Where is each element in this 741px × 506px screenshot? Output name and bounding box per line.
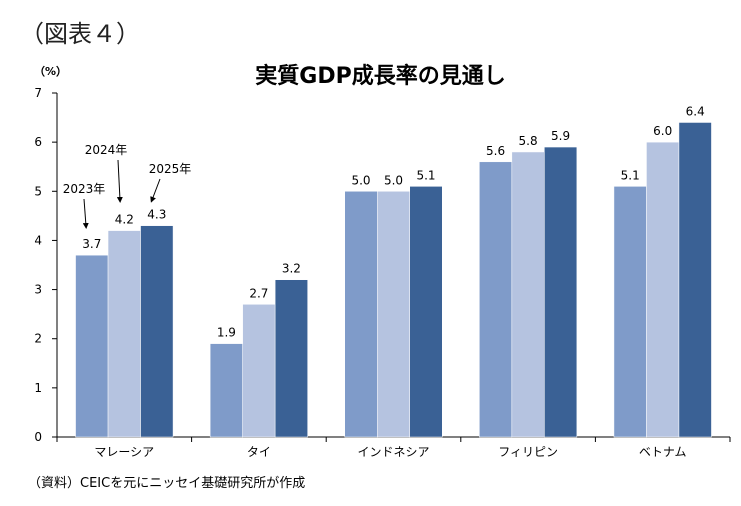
chart-title: 実質GDP成長率の見通し [255, 64, 506, 89]
chart-data-labels: 3.7 1.9 5.0 5.6 5.1 4.2 2.7 5.0 5.8 6.0 4.3 3.2 5.1 5… [82, 104, 704, 339]
bar [678, 122, 712, 438]
x-tick-label: フィリピン [498, 445, 558, 459]
bar [511, 151, 545, 438]
bar [75, 254, 109, 438]
data-label: 6.0 [653, 124, 672, 138]
series-annotations: 2023年 2024年 2025年 [63, 143, 192, 229]
bar [274, 279, 308, 438]
data-label: 2.7 [249, 286, 268, 300]
bar [377, 191, 410, 438]
figure-label: （図表４） [20, 20, 140, 48]
y-tick-label: 5 [34, 184, 42, 198]
x-tick-label: ベトナム [639, 445, 687, 459]
y-tick-label: 6 [34, 135, 42, 149]
bar [242, 304, 276, 438]
data-label: 5.1 [621, 168, 640, 182]
bar [613, 186, 647, 438]
bar [479, 161, 513, 438]
series-annotation-label: 2024年 [85, 143, 128, 157]
source-note: （資料）CEICを元にニッセイ基礎研究所が作成 [28, 476, 306, 491]
bar [646, 141, 680, 438]
data-label: 4.3 [147, 208, 166, 222]
y-unit-label: （%） [34, 65, 68, 78]
y-tick-label: 0 [34, 430, 42, 444]
data-label: 6.4 [686, 104, 705, 118]
series-annotation-arrow [150, 178, 161, 203]
data-label: 1.9 [217, 326, 236, 340]
bar [107, 230, 141, 438]
y-tick-label: 2 [34, 332, 42, 346]
y-tick-label: 7 [34, 86, 42, 100]
x-tick-label: インドネシア [357, 445, 429, 459]
data-label: 5.9 [551, 129, 570, 143]
data-label: 3.2 [282, 262, 301, 276]
data-label: 4.2 [115, 213, 134, 227]
bar [344, 191, 378, 438]
data-label: 5.0 [351, 173, 370, 187]
bar [409, 186, 443, 438]
data-label: 5.0 [384, 173, 403, 187]
series-annotation-label: 2023年 [63, 182, 106, 196]
data-label: 5.8 [519, 134, 538, 148]
y-tick-label: 4 [34, 233, 42, 247]
x-tick-label: タイ [247, 445, 271, 459]
x-tick-label: マレーシア [94, 445, 154, 459]
data-label: 5.6 [486, 144, 505, 158]
chart-bars [75, 122, 712, 438]
bar [209, 343, 243, 438]
data-label: 5.1 [416, 168, 435, 182]
chart-axes: 0 1 2 3 4 5 6 7 マレーシア タイ インドネシア フィリピン ベトナム [34, 86, 731, 459]
series-annotation-arrow [116, 159, 123, 203]
bar [544, 146, 578, 438]
y-tick-label: 3 [34, 283, 42, 297]
series-annotation-arrow [82, 198, 89, 229]
data-label: 3.7 [82, 237, 101, 251]
bar [140, 225, 174, 438]
series-annotation-label: 2025年 [149, 162, 192, 176]
y-tick-label: 1 [34, 381, 42, 395]
